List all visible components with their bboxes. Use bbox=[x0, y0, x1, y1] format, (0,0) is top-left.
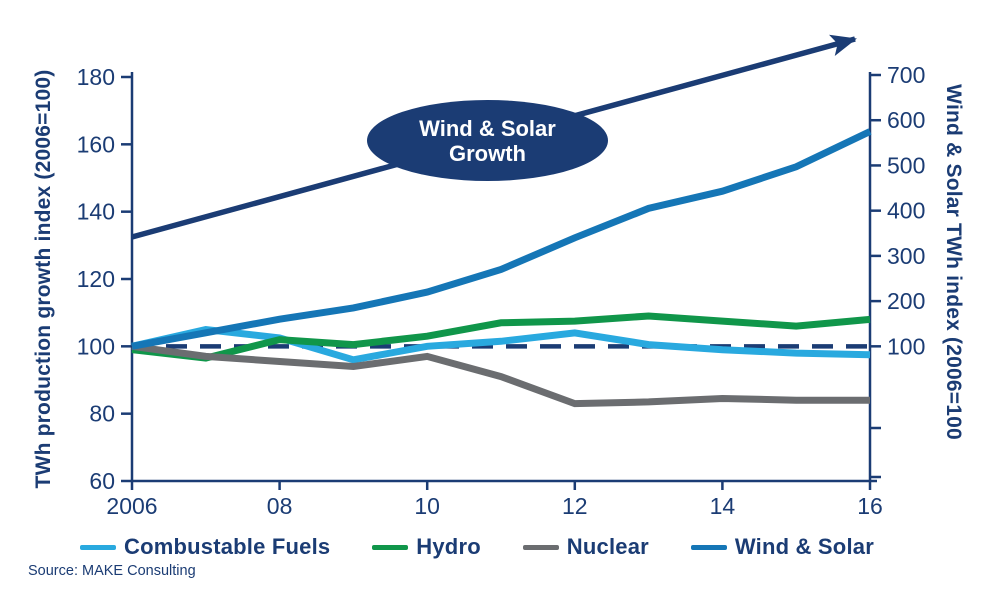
left-axis-tick-label: 100 bbox=[77, 333, 115, 359]
left-axis-tick-label: 140 bbox=[77, 199, 115, 225]
left-axis-tick-label: 120 bbox=[77, 266, 115, 292]
left-axis-title: TWh production growth index (2006=100) bbox=[32, 69, 55, 489]
legend-item-wind-solar: Wind & Solar bbox=[690, 534, 874, 560]
left-axis-tick-label: 180 bbox=[77, 64, 115, 90]
legend-label-wind-solar: Wind & Solar bbox=[734, 534, 874, 559]
series-line-hydro bbox=[131, 312, 871, 362]
right-axis-tick-label: 200 bbox=[887, 288, 925, 314]
right-axis-tick-label: 300 bbox=[887, 243, 925, 269]
series-line-wind-solar bbox=[131, 128, 872, 350]
left-axis-tick-label: 80 bbox=[89, 401, 115, 427]
series-line-nuclear bbox=[131, 342, 870, 408]
legend-label-combustable-fuels: Combustable Fuels bbox=[124, 534, 331, 559]
legend-item-hydro: Hydro bbox=[372, 534, 481, 560]
x-axis-tick-label: 10 bbox=[414, 493, 440, 519]
legend-label-hydro: Hydro bbox=[416, 534, 481, 559]
legend-swatch-combustable-fuels bbox=[80, 544, 116, 550]
legend-swatch-nuclear bbox=[522, 544, 559, 550]
x-axis-tick-label: 2006 bbox=[106, 493, 157, 519]
annotation-callout: Wind & Solar Growth bbox=[367, 100, 608, 181]
x-axis-tick-label: 14 bbox=[710, 493, 736, 519]
legend-swatch-hydro bbox=[372, 544, 409, 550]
legend-item-nuclear: Nuclear bbox=[522, 534, 649, 560]
chart-legend: Combustable Fuels Hydro Nuclear Wind & S… bbox=[80, 533, 874, 561]
right-axis-tick-label: 500 bbox=[887, 152, 925, 178]
right-axis-tick-label: 700 bbox=[887, 62, 925, 88]
legend-swatch-wind-solar bbox=[690, 544, 727, 550]
source-note: Source: MAKE Consulting bbox=[28, 563, 196, 579]
x-axis-tick-label: 16 bbox=[857, 493, 883, 519]
x-axis-tick-label: 12 bbox=[562, 493, 588, 519]
x-axis-tick-label: 08 bbox=[267, 493, 293, 519]
right-axis-title: Wind & Solar TWh index (2006=100 bbox=[942, 84, 965, 440]
annotation-line1: Wind & Solar bbox=[419, 115, 556, 141]
right-axis-tick-label: 100 bbox=[887, 333, 925, 359]
annotation-line2: Growth bbox=[449, 140, 526, 166]
right-axis-tick-label: 400 bbox=[887, 198, 925, 224]
right-axis-tick-label: 600 bbox=[887, 107, 925, 133]
left-axis-tick-label: 160 bbox=[77, 131, 115, 157]
series-line-combustable-fuels bbox=[131, 325, 871, 364]
left-axis-tick-label: 60 bbox=[89, 468, 115, 494]
legend-label-nuclear: Nuclear bbox=[566, 534, 649, 559]
legend-item-combustable-fuels: Combustable Fuels bbox=[80, 534, 330, 560]
